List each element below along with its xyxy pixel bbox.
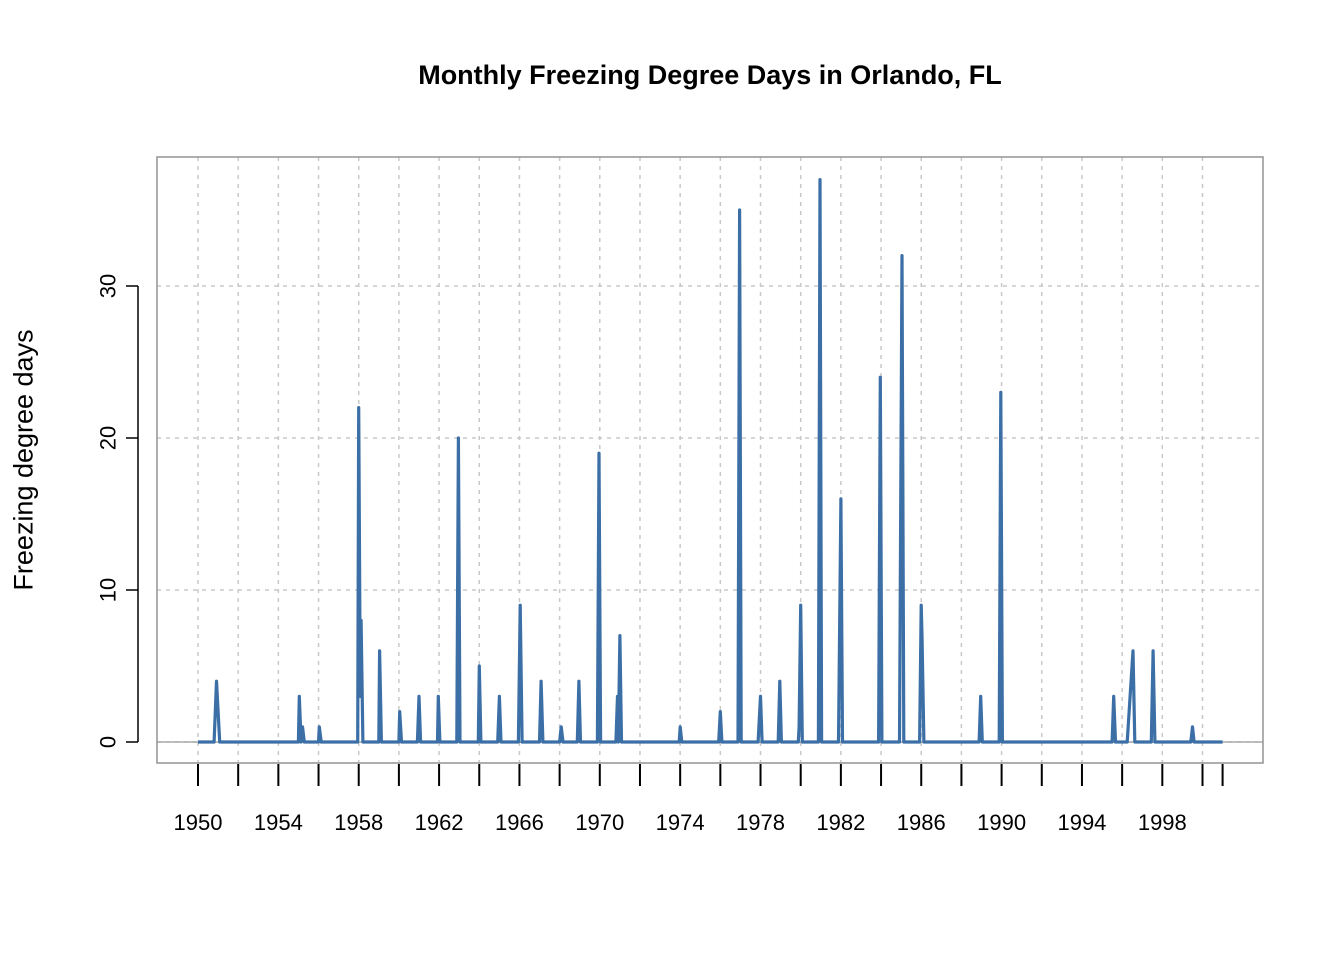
grid-lines <box>157 157 1263 763</box>
y-tick-label-30: 30 <box>96 274 121 298</box>
y-tick-label-20: 20 <box>96 426 121 450</box>
x-tick-label-1954: 1954 <box>254 810 303 835</box>
series-layer <box>198 178 1223 744</box>
x-tick-label-1994: 1994 <box>1057 810 1106 835</box>
y-tick-label-0: 0 <box>96 736 121 748</box>
plot-frame <box>156 156 1264 764</box>
x-axis: 1950 1954 1958 1962 1966 1970 1974 1978 1982 1986… <box>174 764 1224 835</box>
x-tick-label-1986: 1986 <box>897 810 946 835</box>
x-tick-label-1998: 1998 <box>1138 810 1187 835</box>
x-tick-label-1966: 1966 <box>495 810 544 835</box>
y-axis: 0 10 20 30 <box>96 274 139 748</box>
x-tick-label-1974: 1974 <box>656 810 705 835</box>
x-tick-label-1970: 1970 <box>575 810 624 835</box>
x-tick-label-1990: 1990 <box>977 810 1026 835</box>
x-tick-label-1950: 1950 <box>174 810 223 835</box>
x-tick-label-1982: 1982 <box>816 810 865 835</box>
x-tick-label-1978: 1978 <box>736 810 785 835</box>
chart-title: Monthly Freezing Degree Days in Orlando,… <box>418 60 1002 90</box>
x-tick-label-1958: 1958 <box>334 810 383 835</box>
series-line-0 <box>198 178 1223 744</box>
x-tick-label-1962: 1962 <box>415 810 464 835</box>
y-tick-label-10: 10 <box>96 578 121 602</box>
